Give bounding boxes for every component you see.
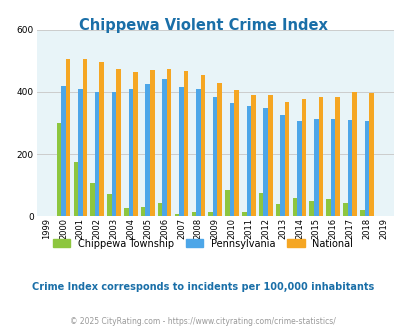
- Bar: [196, 89, 200, 216]
- Bar: [267, 95, 272, 216]
- Bar: [191, 213, 196, 216]
- Bar: [217, 82, 222, 216]
- Bar: [309, 201, 313, 216]
- Bar: [133, 72, 137, 216]
- Bar: [301, 99, 305, 216]
- Bar: [364, 121, 368, 216]
- Bar: [284, 102, 289, 216]
- Bar: [241, 213, 246, 216]
- Bar: [359, 210, 364, 216]
- Bar: [200, 75, 205, 216]
- Bar: [166, 69, 171, 216]
- Bar: [99, 62, 104, 216]
- Bar: [162, 80, 166, 216]
- Bar: [57, 123, 61, 216]
- Text: © 2025 CityRating.com - https://www.cityrating.com/crime-statistics/: © 2025 CityRating.com - https://www.city…: [70, 317, 335, 326]
- Bar: [263, 108, 267, 216]
- Text: Chippewa Violent Crime Index: Chippewa Violent Crime Index: [79, 18, 326, 33]
- Bar: [347, 120, 352, 216]
- Bar: [251, 95, 255, 216]
- Bar: [128, 89, 133, 216]
- Bar: [275, 204, 279, 216]
- Bar: [83, 59, 87, 216]
- Bar: [368, 93, 373, 216]
- Bar: [116, 70, 121, 216]
- Bar: [279, 115, 284, 216]
- Legend: Chippewa Township, Pennsylvania, National: Chippewa Township, Pennsylvania, Nationa…: [49, 235, 356, 252]
- Bar: [183, 71, 188, 216]
- Text: Crime Index corresponds to incidents per 100,000 inhabitants: Crime Index corresponds to incidents per…: [32, 282, 373, 292]
- Bar: [150, 70, 154, 216]
- Bar: [212, 96, 217, 216]
- Bar: [229, 103, 234, 216]
- Bar: [352, 92, 356, 216]
- Bar: [141, 207, 145, 216]
- Bar: [66, 59, 70, 216]
- Bar: [234, 90, 238, 216]
- Bar: [61, 86, 66, 216]
- Bar: [179, 87, 183, 216]
- Bar: [318, 97, 322, 216]
- Bar: [208, 212, 212, 216]
- Bar: [246, 106, 251, 216]
- Bar: [73, 162, 78, 216]
- Bar: [107, 194, 111, 216]
- Bar: [313, 119, 318, 216]
- Bar: [145, 84, 150, 216]
- Bar: [292, 197, 296, 216]
- Bar: [90, 182, 95, 216]
- Bar: [225, 190, 229, 216]
- Bar: [335, 97, 339, 216]
- Bar: [330, 119, 335, 216]
- Bar: [174, 214, 179, 216]
- Bar: [158, 203, 162, 216]
- Bar: [124, 208, 128, 216]
- Bar: [78, 89, 83, 216]
- Bar: [342, 203, 347, 216]
- Bar: [95, 92, 99, 216]
- Bar: [258, 193, 263, 216]
- Bar: [326, 199, 330, 216]
- Bar: [296, 121, 301, 216]
- Bar: [111, 92, 116, 216]
